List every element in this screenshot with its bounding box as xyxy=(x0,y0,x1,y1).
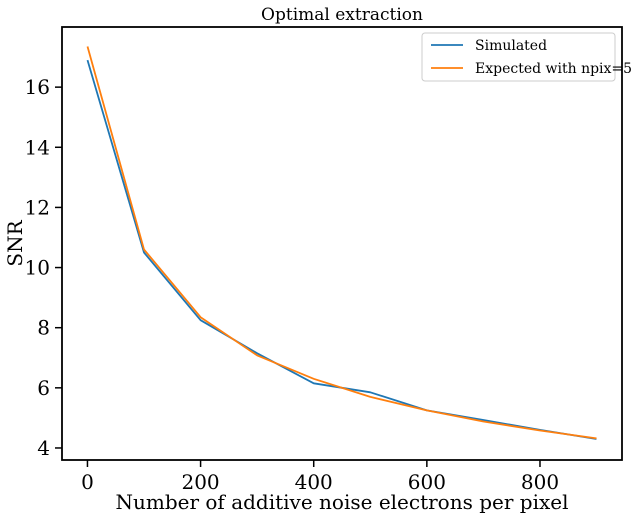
y-tick-label: 16 xyxy=(25,75,50,99)
y-tick-label: 12 xyxy=(25,195,50,219)
chart-title: Optimal extraction xyxy=(261,5,423,25)
legend-label: Simulated xyxy=(475,38,547,54)
x-axis: 0 200 400 600 800 xyxy=(81,460,559,494)
x-axis-title: Number of additive noise electrons per p… xyxy=(115,490,568,514)
plot-series xyxy=(86,46,597,440)
x-tick-label: 600 xyxy=(408,470,446,494)
series-line-expected xyxy=(86,46,597,440)
legend-box xyxy=(421,32,616,82)
y-tick-label: 14 xyxy=(25,135,50,159)
y-tick-label: 6 xyxy=(37,376,50,400)
y-tick-label: 8 xyxy=(37,316,50,340)
y-axis: 4 6 8 10 12 14 16 xyxy=(25,75,62,460)
x-tick-label: 200 xyxy=(181,470,219,494)
legend-label: Expected with npix=5 xyxy=(475,61,632,77)
x-tick-label: 400 xyxy=(295,470,333,494)
x-tick-label: 800 xyxy=(521,470,559,494)
series-line-simulated xyxy=(86,59,597,440)
x-tick-label: 0 xyxy=(81,470,94,494)
y-tick-label: 10 xyxy=(25,256,50,280)
legend: Simulated Expected with npix=5 xyxy=(421,32,632,82)
y-tick-label: 4 xyxy=(37,436,50,460)
y-axis-title: SNR xyxy=(3,219,27,266)
plot-frame xyxy=(61,26,623,461)
